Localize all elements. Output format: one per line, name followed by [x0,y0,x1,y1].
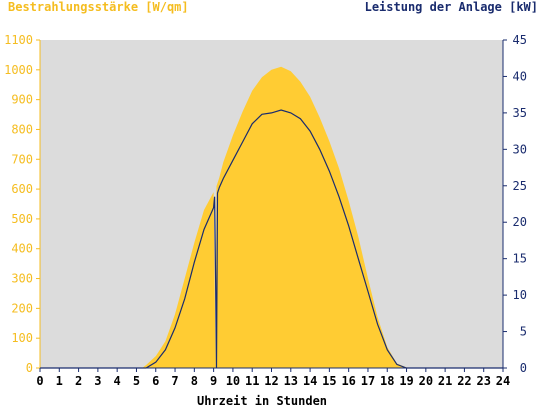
x-tick-label: 4 [114,374,121,388]
power-line [40,109,503,369]
x-tick-label: 20 [419,374,433,388]
x-tick-label: 19 [399,374,413,388]
x-tick-label: 15 [322,374,336,388]
left-tick-label: 600 [11,182,33,196]
x-tick-label: 12 [264,374,278,388]
x-tick-label: 14 [303,374,317,388]
right-tick-label: 40 [513,69,527,83]
right-tick-label: 0 [520,361,527,375]
x-tick-label: 22 [457,374,471,388]
x-tick-label: 16 [341,374,355,388]
left-tick-label: 900 [11,93,33,107]
x-tick-label: 2 [75,374,82,388]
x-tick-label: 24 [496,374,510,388]
x-tick-label: 7 [171,374,178,388]
right-tick-label: 20 [513,215,527,229]
right-tick-label: 30 [513,142,527,156]
x-tick-label: 6 [152,374,159,388]
left-tick-label: 200 [11,301,33,315]
axes-layer: 0100200300400500600700800900100011000510… [4,33,527,388]
right-tick-label: 35 [513,106,527,120]
x-tick-label: 10 [226,374,240,388]
left-tick-label: 500 [11,212,33,226]
irradiance-area [40,66,503,369]
right-tick-label: 45 [513,33,527,47]
x-tick-label: 3 [94,374,101,388]
x-tick-label: 17 [361,374,375,388]
left-tick-label: 1100 [4,33,33,47]
left-tick-label: 1000 [4,63,33,77]
x-tick-label: 5 [133,374,140,388]
right-tick-label: 25 [513,179,527,193]
x-axis-title: Uhrzeit in Stunden [197,394,327,408]
left-tick-label: 0 [26,361,33,375]
left-tick-label: 700 [11,152,33,166]
left-tick-label: 300 [11,272,33,286]
x-tick-label: 18 [380,374,394,388]
left-axis-title: Bestrahlungsstärke [W/qm] [8,0,189,14]
x-tick-label: 0 [36,374,43,388]
x-tick-label: 21 [438,374,452,388]
x-tick-label: 8 [191,374,198,388]
right-tick-label: 5 [520,325,527,339]
left-tick-label: 100 [11,331,33,345]
right-axis-title: Leistung der Anlage [kW] [365,0,538,14]
left-tick-label: 800 [11,122,33,136]
left-tick-label: 400 [11,242,33,256]
x-tick-label: 23 [476,374,490,388]
series-layer [40,66,503,369]
x-tick-label: 13 [284,374,298,388]
right-tick-label: 10 [513,288,527,302]
right-tick-label: 15 [513,252,527,266]
x-tick-label: 11 [245,374,259,388]
x-tick-label: 9 [210,374,217,388]
x-tick-label: 1 [56,374,63,388]
